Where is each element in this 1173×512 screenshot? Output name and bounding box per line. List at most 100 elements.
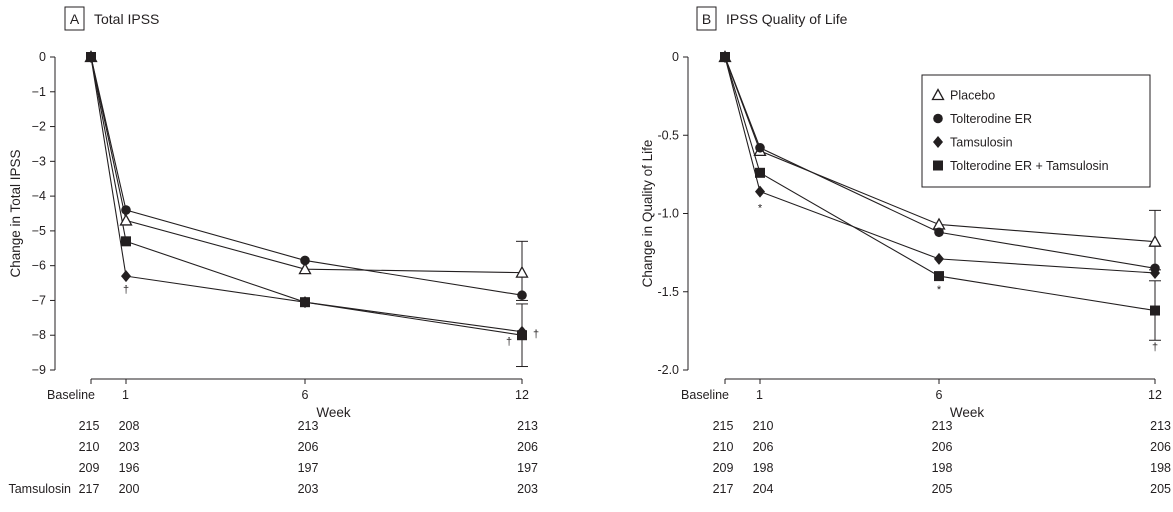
panel-b-y-tick-label: -1.0 [657,207,679,221]
panel-a-annotation: † [533,329,539,341]
panel-b-count: 206 [932,440,953,454]
panel-a-count: 215 [79,419,100,433]
panel-b-point-0 [1148,234,1162,247]
panel-a-count: 203 [298,482,319,496]
panel-b-y-tick-label: -2.0 [657,363,679,377]
panel-a-chart: A Total IPSS 0 −1 −2 −3 −4 −5 −6 −7 −8 −9 Change in … [8,6,539,496]
panel-a-y-tick-label: −8 [32,328,46,342]
panel-a-point-3 [121,236,131,247]
legend-marker [933,136,943,148]
legend-label: Placebo [950,89,995,103]
panel-b-annotation: † [1152,342,1158,354]
panel-a-count: 203 [119,440,140,454]
panel-b-x-tick-label: 1 [756,388,763,402]
panel-a-y-tick-label: −7 [32,293,46,307]
panel-b-count: 213 [1150,419,1171,433]
panel-a-x-axis-label: Week [316,405,351,420]
panel-a-count: 197 [298,461,319,475]
panel-a-point-0 [119,213,133,226]
panel-a-point-0 [298,262,312,275]
panel-a-y-tick-label: −1 [32,85,46,99]
panel-b-letter: B [702,11,711,27]
panel-a-y-tick-label: −2 [32,120,46,134]
panel-b-point-2 [755,185,765,198]
panel-a-y-tick-label: −9 [32,363,46,377]
panel-a-x-tick-label: 1 [122,388,129,402]
legend-marker [933,113,943,124]
panel-a-letter-box [64,6,85,31]
panel-b-count: 210 [753,419,774,433]
panel-b-legend-box [921,74,1151,188]
panel-b-chart: B IPSS Quality of Life 0 -0.5 -1.0 -1.5 -2.0 Ch… [640,6,1171,496]
panel-b-count: 206 [753,440,774,454]
panel-a-count: 196 [119,461,140,475]
panel-b-point-3 [1150,305,1160,316]
panel-b-point-1 [934,227,944,238]
panel-a-point-0 [515,265,529,278]
panel-b-count: 210 [713,440,734,454]
panel-b-count: 205 [1150,482,1171,496]
panel-a-count: 206 [298,440,319,454]
panel-b-count: 213 [932,419,953,433]
panel-b-count: 204 [753,482,774,496]
panel-a-point-1 [300,255,310,266]
panel-a-point-3 [86,52,96,62]
panel-a-x-tick-label: Baseline [47,388,95,402]
panel-b-count: 206 [1150,440,1171,454]
panel-b-x-axis-label: Week [950,405,985,420]
legend-label: Tamsulosin [950,136,1013,150]
panel-a-series-line-3 [90,56,523,336]
panel-b-title: IPSS Quality of Life [726,11,848,27]
panel-b-series-line-2 [724,56,1156,274]
panel-b-point-3 [720,52,730,62]
panel-b-point-2 [934,252,944,265]
panel-a-point-1 [121,205,131,215]
panel-b-count: 198 [753,461,774,475]
panel-b-count: 198 [932,461,953,475]
panel-b-y-tick-label: -1.5 [657,285,679,299]
panel-b-y-tick-label: 0 [672,50,679,64]
panel-b-point-3 [934,271,944,282]
panel-a-count: 210 [79,440,100,454]
legend-label: Tolterodine ER + Tamsulosin [950,159,1109,173]
panel-a-series-line-1 [90,56,523,296]
legend-marker [931,88,945,101]
panel-a-count: 217 [79,482,100,496]
panel-b-annotation: * [937,284,942,296]
panel-a-point-3 [517,330,527,341]
panel-a-title: Total IPSS [94,11,159,27]
panel-a-count: 208 [119,419,140,433]
panel-b-x-tick-label: 6 [936,388,943,402]
panel-a-count: 209 [79,461,100,475]
panel-b-point-1 [755,142,765,153]
panel-b-count: 215 [713,419,734,433]
panel-b-y-axis-label: Change in Quality of Life [640,140,655,288]
panel-a-y-tick-label: −6 [32,259,46,273]
panel-b-legend: Placebo Tolterodine ER Tamsulosin Tolterodi… [921,74,1151,188]
panel-a-letter: A [70,11,80,27]
panel-b-letter-box [696,6,717,31]
panel-b-series-line-0 [724,56,1156,243]
panel-a-x-tick-label: 6 [302,388,309,402]
panel-a-count: 203 [517,482,538,496]
panel-a-y-tick-label: 0 [39,50,46,64]
legend-marker [933,160,943,171]
panel-b-count: 198 [1150,461,1171,475]
panel-b-y-tick-label: -0.5 [657,128,679,142]
panel-b-count: 217 [713,482,734,496]
panel-b-point-3 [755,167,765,178]
panel-a-y-tick-label: −4 [32,189,46,203]
panel-b-count: 205 [932,482,953,496]
panel-a-y-tick-label: −5 [32,224,46,238]
panel-a-count: 213 [298,419,319,433]
panel-b-series-line-1 [724,56,1156,269]
panel-a-series-line-2 [90,56,523,333]
panel-a-count: 206 [517,440,538,454]
panel-a-x-tick-label: 12 [515,388,529,402]
panel-a-count: 213 [517,419,538,433]
panel-a-annotation: † [123,284,129,296]
panel-b-count: 209 [713,461,734,475]
panel-b-point-2 [1150,266,1160,279]
panel-b-series-line-3 [724,56,1156,312]
